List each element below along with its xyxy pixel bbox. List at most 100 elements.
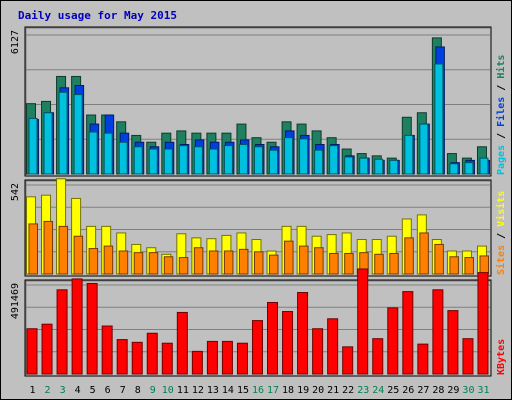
bar-pages-day-8 [133,146,143,175]
bar-kbytes-day-6 [101,325,113,375]
x-tick-label-day-15: 15 [237,385,249,396]
x-tick-label-day-29: 29 [447,385,459,396]
y-max-label: 491469 [10,283,21,319]
x-tick-label-day-16: 16 [252,385,264,396]
panel-bars [26,268,489,375]
x-tick-label-day-23: 23 [357,385,369,396]
bar-pages-day-6 [103,132,113,175]
y-max-label: 542 [10,183,21,201]
bar-kbytes-day-10 [161,342,173,375]
bar-kbytes-day-26 [402,291,414,375]
bar-pages-day-11 [178,145,188,175]
bar-kbytes-day-28 [432,289,444,375]
bar-kbytes-day-20 [312,328,324,375]
bar-sites-day-26 [404,237,414,275]
bar-pages-day-13 [208,148,218,175]
bar-kbytes-day-27 [417,343,429,375]
panel-bars [26,178,489,275]
legend-item: / [496,127,507,145]
bar-sites-day-12 [193,247,204,275]
x-tick-label-day-8: 8 [135,385,141,396]
bar-kbytes-day-9 [146,332,158,375]
bar-sites-day-27 [419,232,429,275]
legend-item: / [496,227,507,245]
bar-pages-day-15 [238,144,248,175]
chart-panels: 6127 Pages / Files / Hits 542 Sites / Visit… [10,26,507,377]
bar-kbytes-day-16 [251,320,263,375]
bar-kbytes-day-25 [387,307,399,375]
bar-sites-day-5 [88,248,99,275]
bar-sites-day-28 [434,243,444,275]
x-tick-label-day-28: 28 [432,385,444,396]
legend-item: Files [495,97,507,127]
bar-sites-day-16 [253,251,264,275]
x-tick-label-day-14: 14 [222,385,234,396]
bar-pages-day-21 [329,145,339,175]
x-axis: 1 2 3 4 5 6 7 8 9 10 11 12 13 14 15 16 17 18 19 20 21 22 23 24 2… [30,385,490,396]
x-tick-label-day-17: 17 [267,385,279,396]
bar-pages-day-24 [374,158,384,175]
bar-pages-day-27 [419,123,429,175]
x-tick-label-day-2: 2 [45,385,51,396]
bar-pages-day-20 [314,149,324,175]
x-tick-label-day-31: 31 [477,385,489,396]
bar-pages-day-29 [449,163,459,175]
x-tick-label-day-3: 3 [60,385,66,396]
bar-sites-day-25 [389,252,399,275]
bar-pages-day-10 [163,148,173,175]
bar-sites-day-18 [284,240,294,275]
bar-sites-day-11 [178,257,189,275]
bar-kbytes-day-17 [267,301,279,375]
bar-pages-day-26 [404,134,414,175]
bar-pages-day-19 [299,138,309,175]
panel-hits-files-pages: 6127 Pages / Files / Hits [10,26,507,177]
legend-item: KBytes [496,339,507,375]
x-tick-label-day-11: 11 [177,385,189,396]
panel-kbytes: 491469 KBytes [10,268,507,377]
x-tick-label-day-26: 26 [402,385,414,396]
x-tick-label-day-24: 24 [372,385,384,396]
x-tick-label-day-25: 25 [387,385,399,396]
bar-sites-day-20 [314,247,324,275]
bar-pages-day-12 [193,146,203,175]
panel-bars [26,37,490,175]
bar-kbytes-day-18 [282,311,294,375]
x-tick-label-day-19: 19 [297,385,309,396]
x-tick-label-day-21: 21 [327,385,339,396]
bar-kbytes-day-24 [372,338,384,375]
legend-item: / [496,79,507,97]
bar-pages-day-25 [389,159,399,175]
bar-pages-day-7 [118,141,128,175]
bar-kbytes-day-31 [477,272,489,375]
bar-sites-day-19 [299,245,309,275]
legend-item: Visits [495,191,507,227]
bar-sites-day-14 [223,250,234,275]
bar-kbytes-day-4 [71,278,83,375]
x-tick-label-day-5: 5 [90,385,96,396]
bar-pages-day-18 [284,137,294,175]
bar-pages-day-22 [344,156,354,175]
bar-sites-day-2 [43,220,54,275]
x-tick-label-day-27: 27 [417,385,429,396]
bar-kbytes-day-1 [26,328,38,375]
bar-sites-day-9 [148,252,159,275]
bar-kbytes-day-21 [327,318,339,375]
bar-kbytes-day-7 [116,339,128,375]
bar-pages-day-2 [43,112,53,175]
legend-item: Pages [496,145,507,175]
bar-pages-day-4 [73,94,83,175]
bar-sites-day-31 [479,255,489,275]
bar-kbytes-day-29 [447,310,459,375]
x-tick-label-day-1: 1 [30,385,36,396]
bar-kbytes-day-5 [86,282,98,375]
bar-sites-day-3 [58,225,69,275]
y-max-label: 6127 [10,30,21,54]
bar-kbytes-day-23 [357,268,369,375]
bar-sites-day-13 [208,250,219,275]
bar-pages-day-17 [269,149,279,175]
bar-kbytes-day-12 [191,350,203,375]
bar-pages-day-14 [223,145,233,175]
bar-sites-day-10 [163,256,174,275]
bar-sites-day-29 [449,256,459,275]
x-tick-label-day-18: 18 [282,385,294,396]
